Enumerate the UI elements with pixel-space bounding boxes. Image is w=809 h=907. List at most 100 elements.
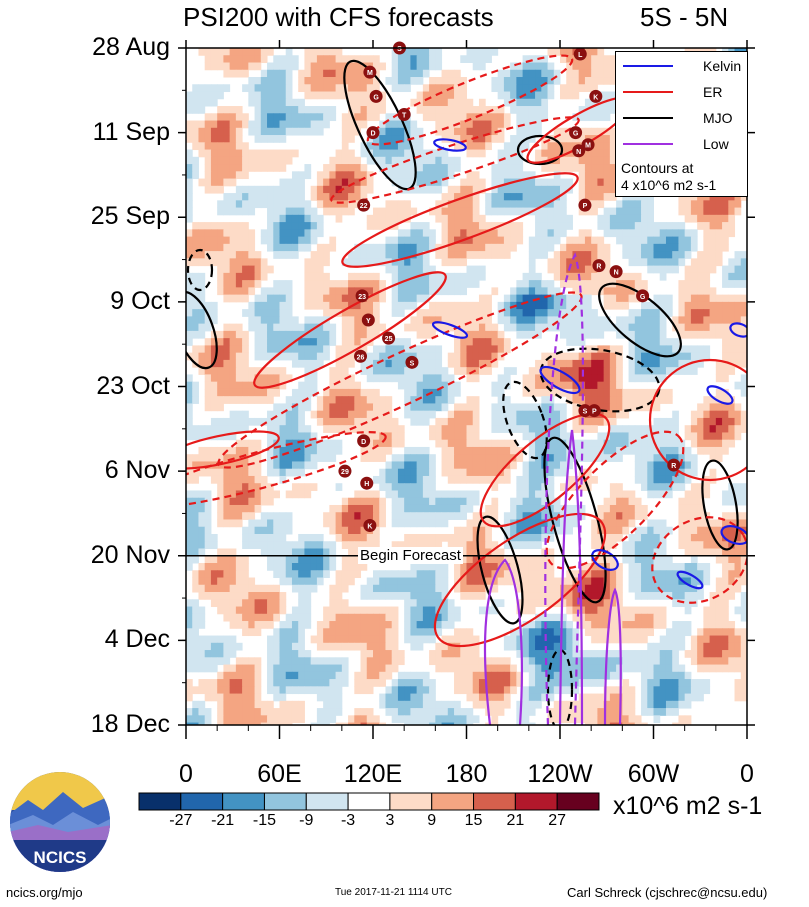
field-cell (298, 69, 305, 78)
field-cell (373, 309, 380, 317)
field-cell (634, 309, 642, 317)
field-cell (235, 330, 243, 339)
field-cell (348, 330, 355, 339)
field-cell (634, 533, 642, 542)
field-cell (198, 345, 206, 354)
field-cell (722, 526, 729, 535)
field-cell (485, 352, 492, 361)
field-cell (341, 142, 349, 151)
field-cell (204, 229, 212, 238)
field-cell (217, 142, 224, 151)
field-cell (260, 135, 268, 143)
field-cell (547, 533, 555, 542)
field-cell (441, 468, 449, 477)
field-cell (435, 113, 443, 122)
field-cell (622, 301, 630, 310)
field-cell (584, 236, 592, 245)
field-cell (454, 243, 461, 252)
field-cell (466, 106, 474, 114)
field-cell (460, 359, 467, 368)
field-cell (659, 577, 667, 586)
field-cell (198, 548, 206, 557)
field-cell (267, 207, 274, 216)
field-cell (323, 69, 330, 78)
field-cell (603, 62, 611, 71)
field-cell (410, 468, 418, 477)
field-cell (566, 504, 573, 513)
field-cell (584, 446, 592, 455)
field-cell (285, 526, 293, 535)
field-cell (740, 548, 747, 557)
field-cell (379, 446, 386, 455)
x-tick-label: 120W (527, 760, 593, 788)
field-cell (522, 309, 530, 317)
field-cell (709, 330, 717, 339)
field-cell (267, 512, 274, 520)
field-cell (678, 367, 686, 375)
field-cell (229, 483, 237, 491)
field-cell (690, 309, 698, 317)
field-cell (522, 84, 530, 93)
field-cell (740, 410, 747, 419)
field-cell (472, 265, 480, 274)
field-cell (491, 446, 499, 455)
field-cell (329, 410, 337, 419)
field-cell (348, 280, 355, 288)
field-cell (254, 475, 262, 484)
field-cell (316, 439, 324, 448)
field-cell (472, 533, 480, 542)
field-cell (329, 113, 337, 122)
field-cell (354, 171, 362, 180)
field-cell (722, 280, 729, 288)
field-cell (472, 541, 480, 549)
field-cell (429, 243, 436, 252)
field-cell (560, 91, 567, 100)
field-cell (316, 200, 324, 209)
field-cell (541, 432, 549, 441)
field-cell (684, 301, 692, 310)
field-cell (734, 490, 742, 499)
field-cell (722, 439, 729, 448)
field-cell (547, 294, 555, 303)
field-cell (535, 374, 542, 383)
field-cell (553, 294, 561, 303)
field-cell (584, 272, 592, 281)
field-cell (316, 178, 324, 187)
field-cell (547, 381, 555, 390)
field-cell (603, 106, 611, 114)
field-cell (597, 178, 605, 187)
field-cell (472, 251, 480, 259)
field-cell (553, 309, 561, 317)
field-cell (210, 446, 218, 455)
field-cell (335, 301, 343, 310)
field-cell (310, 222, 318, 230)
field-cell (235, 577, 243, 586)
field-cell (397, 142, 405, 151)
field-cell (641, 425, 648, 433)
field-cell (223, 345, 231, 354)
field-cell (516, 287, 524, 296)
field-cell (447, 381, 455, 390)
field-cell (360, 403, 368, 412)
field-cell (616, 533, 623, 542)
field-cell (553, 504, 561, 513)
field-cell (366, 294, 374, 303)
field-cell (410, 417, 418, 426)
field-cell (503, 396, 511, 404)
field-cell (572, 352, 580, 361)
field-cell (472, 497, 480, 506)
field-cell (572, 374, 580, 383)
field-cell (366, 178, 374, 187)
field-cell (298, 563, 305, 571)
field-cell (672, 483, 679, 491)
field-cell (535, 417, 542, 426)
field-cell (510, 142, 517, 151)
field-cell (653, 229, 661, 238)
field-cell (566, 142, 573, 151)
field-cell (566, 461, 573, 470)
field-cell (528, 425, 536, 433)
field-cell (210, 113, 218, 122)
field-cell (641, 330, 648, 339)
field-cell (553, 214, 561, 223)
field-cell (684, 330, 692, 339)
